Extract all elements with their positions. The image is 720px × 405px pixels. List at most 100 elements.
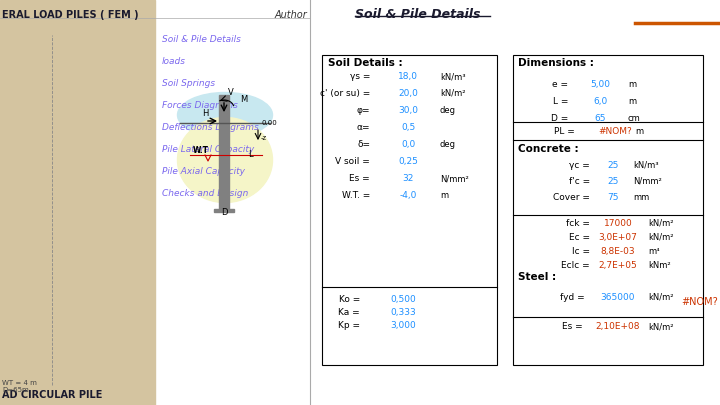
Text: ERAL LOAD PILES ( FEM ): ERAL LOAD PILES ( FEM )	[2, 10, 139, 20]
Text: mm: mm	[633, 193, 649, 202]
Text: V soil =: V soil =	[336, 157, 370, 166]
Text: Steel :: Steel :	[518, 272, 556, 282]
Text: W.T: W.T	[193, 146, 209, 155]
Text: c' (or su) =: c' (or su) =	[320, 89, 370, 98]
Text: H: H	[202, 109, 208, 118]
Text: Dimensions :: Dimensions :	[518, 58, 594, 68]
Text: D=65m: D=65m	[2, 387, 29, 393]
Text: m⁴: m⁴	[648, 247, 660, 256]
Text: fck =: fck =	[566, 219, 590, 228]
Text: 0,25: 0,25	[398, 157, 418, 166]
Text: #NOM?: #NOM?	[681, 297, 718, 307]
Bar	[219, 95, 229, 210]
Text: 8,8E-03: 8,8E-03	[600, 247, 635, 256]
Text: 17000: 17000	[603, 219, 632, 228]
Text: e =: e =	[552, 80, 568, 89]
Text: WT = 4 m: WT = 4 m	[2, 380, 37, 386]
Text: m: m	[628, 97, 636, 106]
Text: kN/m³: kN/m³	[440, 72, 466, 81]
Text: N/mm²: N/mm²	[440, 174, 469, 183]
Text: cm: cm	[628, 114, 641, 123]
Text: 25: 25	[607, 177, 618, 186]
Text: γs =: γs =	[350, 72, 370, 81]
Text: 5,00: 5,00	[590, 80, 610, 89]
Text: 0,333: 0,333	[390, 308, 416, 317]
Text: kN/m²: kN/m²	[648, 322, 673, 331]
Text: m: m	[635, 127, 643, 136]
Text: Ic =: Ic =	[572, 247, 590, 256]
Text: m: m	[628, 80, 636, 89]
Text: 0.00: 0.00	[261, 120, 276, 126]
Text: 32: 32	[402, 174, 414, 183]
Text: 2,7E+05: 2,7E+05	[598, 261, 637, 270]
Text: W.T. =: W.T. =	[342, 191, 370, 200]
Text: EcIc =: EcIc =	[562, 261, 590, 270]
Text: Cover =: Cover =	[553, 193, 590, 202]
Text: 3,000: 3,000	[390, 321, 416, 330]
Text: 365000: 365000	[600, 293, 635, 302]
Text: deg: deg	[440, 140, 456, 149]
Text: 0,500: 0,500	[390, 295, 416, 304]
Ellipse shape	[178, 117, 272, 202]
Text: PL =: PL =	[554, 127, 575, 136]
Text: kN/m²: kN/m²	[648, 293, 673, 302]
Text: Ka =: Ka =	[338, 308, 360, 317]
Text: f'c =: f'c =	[569, 177, 590, 186]
Text: N/mm²: N/mm²	[633, 177, 662, 186]
Text: Concrete :: Concrete :	[518, 144, 579, 154]
Text: Checks and Design: Checks and Design	[162, 189, 248, 198]
Text: γc =: γc =	[570, 161, 590, 170]
Text: Ko =: Ko =	[338, 295, 360, 304]
Text: α=: α=	[356, 123, 370, 132]
Text: AD CIRCULAR PILE: AD CIRCULAR PILE	[2, 390, 102, 400]
Text: V: V	[228, 88, 234, 97]
Text: 30,0: 30,0	[398, 106, 418, 115]
Text: 18,0: 18,0	[398, 72, 418, 81]
Text: 65: 65	[594, 114, 606, 123]
Bar	[214, 209, 234, 212]
Bar	[310, 0, 720, 405]
Text: φ=: φ=	[356, 106, 370, 115]
Text: fyd =: fyd =	[560, 293, 585, 302]
Text: Es =: Es =	[349, 174, 370, 183]
Text: Deflections Diagrams: Deflections Diagrams	[162, 123, 258, 132]
Text: Author: Author	[275, 10, 307, 20]
Text: 3,0E+07: 3,0E+07	[598, 233, 637, 242]
Text: m: m	[440, 191, 448, 200]
Text: Ec =: Ec =	[569, 233, 590, 242]
Bar	[0, 0, 155, 405]
Text: Pile Axial Capacity: Pile Axial Capacity	[162, 167, 245, 176]
Text: 2,10E+08: 2,10E+08	[595, 322, 640, 331]
Text: loads: loads	[162, 57, 186, 66]
Text: -z: -z	[261, 135, 267, 141]
Text: deg: deg	[440, 106, 456, 115]
Text: 25: 25	[607, 161, 618, 170]
Text: 20,0: 20,0	[398, 89, 418, 98]
Text: -4,0: -4,0	[400, 191, 417, 200]
Text: D =: D =	[551, 114, 568, 123]
Ellipse shape	[178, 92, 272, 138]
Bar	[513, 55, 703, 365]
Text: #NOM?: #NOM?	[598, 127, 632, 136]
Text: Es =: Es =	[562, 322, 583, 331]
Text: kN/m³: kN/m³	[633, 161, 659, 170]
Text: L =: L =	[553, 97, 568, 106]
Text: Kp =: Kp =	[338, 321, 360, 330]
Text: 0,5: 0,5	[401, 123, 415, 132]
Text: kN/m²: kN/m²	[648, 233, 673, 242]
Text: kNm²: kNm²	[648, 261, 670, 270]
Text: δ=: δ=	[357, 140, 370, 149]
Text: Soil & Pile Details: Soil & Pile Details	[162, 35, 241, 44]
Text: D: D	[221, 208, 228, 217]
Text: 75: 75	[607, 193, 618, 202]
Bar	[322, 55, 497, 365]
Text: Soil & Pile Details: Soil & Pile Details	[355, 8, 480, 21]
Text: 0,0: 0,0	[401, 140, 415, 149]
Text: L: L	[248, 150, 253, 159]
Text: Soil Springs: Soil Springs	[162, 79, 215, 88]
Text: kN/m²: kN/m²	[648, 219, 673, 228]
Text: kN/m²: kN/m²	[440, 89, 466, 98]
Text: M: M	[240, 95, 247, 104]
Text: Pile Lateral Capacity: Pile Lateral Capacity	[162, 145, 254, 154]
Text: 6,0: 6,0	[593, 97, 607, 106]
